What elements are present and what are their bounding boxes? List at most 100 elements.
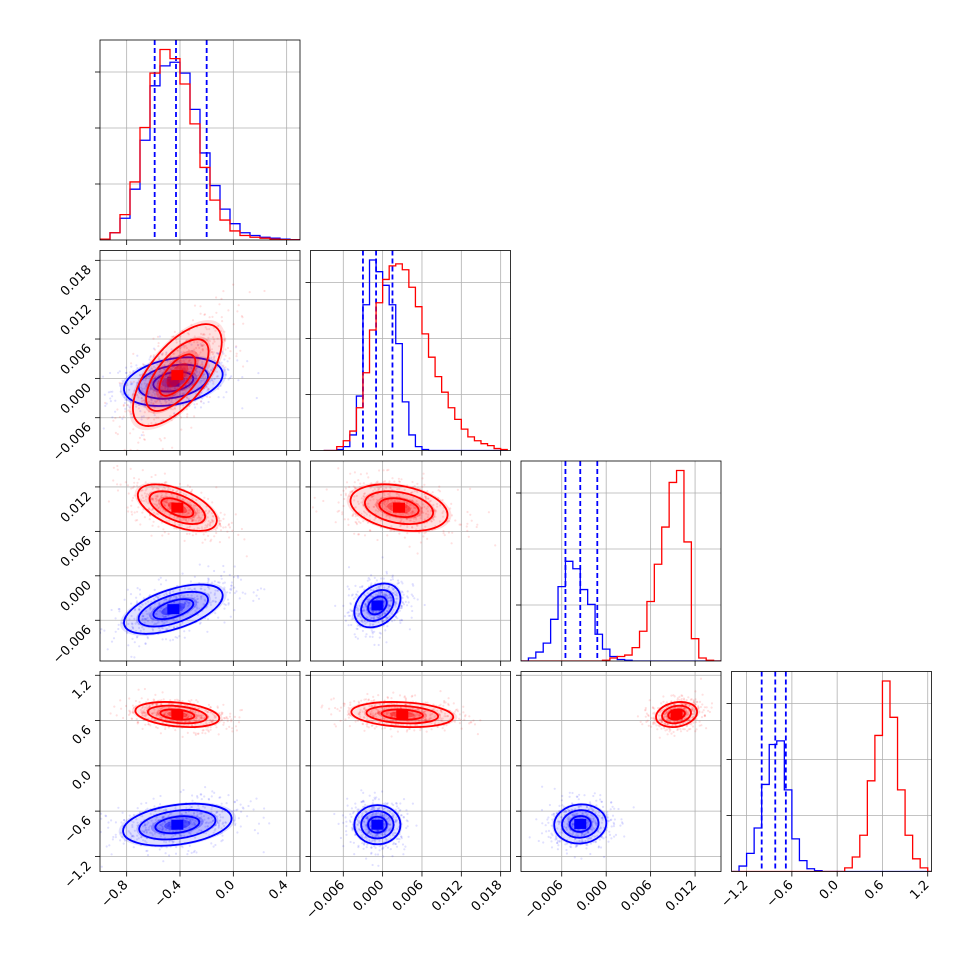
scatter-point [432, 518, 435, 521]
scatter-point [378, 613, 381, 617]
scatter-point [144, 829, 147, 832]
scatter-point [181, 846, 184, 849]
scatter-point [263, 588, 266, 591]
scatter-point [158, 808, 161, 811]
scatter-point [132, 352, 135, 355]
scatter-point [141, 727, 144, 731]
scatter-point [169, 377, 172, 380]
scatter-point [207, 400, 210, 404]
scatter-point [355, 593, 358, 596]
scatter-point [426, 537, 429, 541]
scatter-point [141, 489, 144, 492]
scatter-point [152, 384, 155, 387]
scatter-point [204, 376, 207, 379]
scatter-point [466, 522, 469, 525]
scatter-point [380, 496, 383, 499]
scatter-point [207, 520, 210, 523]
scatter-point [445, 520, 449, 523]
scatter-point [410, 491, 413, 495]
scatter-point [110, 640, 114, 643]
scatter-point [394, 832, 397, 835]
scatter-point [352, 827, 355, 830]
scatter-point [369, 529, 372, 532]
scatter-point [334, 725, 337, 728]
scatter-point [194, 819, 197, 823]
scatter-point [388, 809, 392, 813]
scatter-point [459, 523, 462, 526]
scatter-point [420, 506, 423, 509]
scatter-point [162, 827, 165, 830]
scatter-point [408, 545, 411, 548]
scatter-point [372, 806, 375, 809]
scatter-point [177, 523, 180, 526]
scatter-point [162, 608, 165, 611]
scatter-point [196, 511, 199, 514]
scatter-point [360, 620, 363, 623]
scatter-point [194, 377, 198, 380]
scatter-point [164, 727, 167, 731]
y-tick-label: 1.2 [70, 677, 95, 702]
scatter-point [221, 711, 224, 714]
scatter-point [156, 503, 159, 506]
scatter-point [223, 603, 226, 606]
scatter-point [143, 387, 146, 390]
scatter-point [174, 829, 177, 832]
scatter-point [163, 503, 166, 506]
scatter-point [130, 717, 133, 720]
scatter-point [100, 865, 103, 868]
scatter-point [172, 618, 175, 621]
scatter-point [196, 713, 199, 717]
scatter-point [182, 350, 185, 353]
scatter-point [199, 595, 203, 599]
scatter-point [143, 438, 146, 441]
scatter-point [155, 416, 158, 419]
scatter-point [389, 505, 392, 508]
scatter-point [134, 622, 137, 625]
scatter-point [133, 389, 136, 392]
scatter-point [142, 710, 145, 713]
scatter-point [362, 805, 365, 808]
scatter-point [162, 809, 165, 812]
scatter-point [137, 478, 141, 481]
scatter-point [416, 491, 419, 494]
scatter-point [145, 704, 148, 707]
scatter-point [325, 488, 328, 491]
scatter-point [215, 531, 218, 535]
scatter-point [367, 612, 370, 616]
contour-blue [353, 582, 402, 629]
scatter-point [206, 585, 210, 588]
scatter-point [143, 406, 146, 409]
scatter-point [410, 491, 413, 494]
scatter-point [398, 480, 401, 483]
scatter-point [211, 718, 214, 722]
scatter-point [168, 367, 171, 371]
scatter-point [151, 620, 154, 623]
scatter-point [93, 454, 95, 456]
scatter-point [168, 854, 171, 857]
scatter-point [357, 595, 360, 598]
scatter-point [336, 510, 339, 513]
scatter-point [376, 502, 379, 505]
scatter-point [161, 706, 164, 709]
scatter-point [220, 713, 223, 716]
scatter-point [432, 503, 435, 507]
scatter-point [207, 497, 210, 500]
scatter-point [132, 485, 136, 488]
scatter-point [191, 794, 194, 797]
scatter-point [358, 828, 361, 832]
scatter-point [131, 416, 134, 419]
scatter-point [158, 819, 161, 822]
scatter-point [202, 365, 205, 368]
scatter-point [150, 508, 153, 512]
scatter-point [172, 590, 175, 593]
scatter-point [139, 489, 142, 492]
scatter-point [161, 825, 164, 828]
contour-red [136, 483, 218, 532]
scatter-point [381, 847, 384, 850]
scatter-point [236, 359, 239, 362]
y-tick-label: −1.2 [62, 859, 95, 892]
scatter-point [207, 730, 210, 733]
scatter-point [466, 510, 469, 514]
scatter-point [165, 381, 168, 385]
contour-blue [137, 590, 209, 628]
